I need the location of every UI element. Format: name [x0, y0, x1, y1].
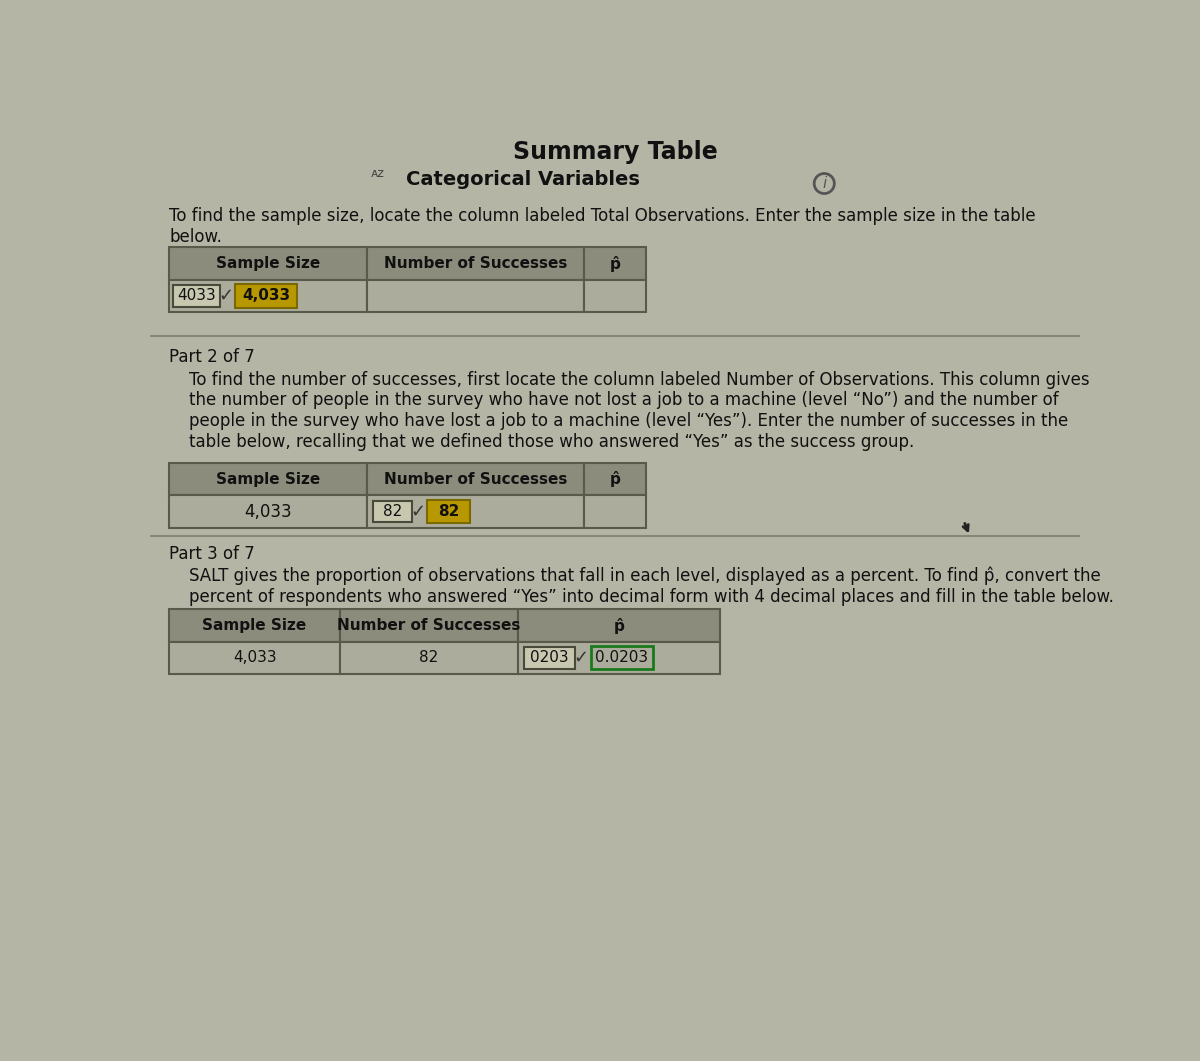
Text: table below, recalling that we defined those who answered “Yes” as the success g: table below, recalling that we defined t…: [188, 433, 914, 451]
Text: 82: 82: [419, 650, 439, 665]
Bar: [173, 285, 220, 307]
Text: 82: 82: [383, 504, 402, 519]
Text: p̂: p̂: [610, 256, 620, 272]
Bar: [584, 463, 646, 495]
Text: p̂: p̂: [613, 618, 624, 633]
Text: ✓: ✓: [410, 503, 426, 521]
Text: Sample Size: Sample Size: [203, 618, 307, 633]
Bar: [367, 280, 584, 312]
Bar: [169, 609, 340, 642]
Bar: [340, 609, 518, 642]
Text: percent of respondents who answered “Yes” into decimal form with 4 decimal place: percent of respondents who answered “Yes…: [188, 588, 1114, 606]
Text: 4,033: 4,033: [242, 289, 290, 303]
Bar: [584, 280, 646, 312]
Text: To find the sample size, locate the column labeled Total Observations. Enter the: To find the sample size, locate the colu…: [169, 207, 1036, 225]
Text: ✓: ✓: [218, 286, 234, 305]
Text: 4033: 4033: [178, 289, 216, 303]
Bar: [367, 463, 584, 495]
Text: Number of Successes: Number of Successes: [337, 618, 521, 633]
Text: ᴀᴢ: ᴀᴢ: [371, 167, 385, 179]
Text: To find the number of successes, first locate the column labeled Number of Obser: To find the number of successes, first l…: [188, 370, 1090, 388]
Text: Sample Size: Sample Size: [216, 256, 320, 272]
Bar: [169, 280, 367, 312]
Bar: [367, 495, 584, 527]
Text: p̂: p̂: [610, 471, 620, 487]
Bar: [584, 495, 646, 527]
Bar: [340, 642, 518, 674]
Text: i: i: [822, 176, 827, 191]
Bar: [590, 646, 653, 669]
Text: Part 2 of 7: Part 2 of 7: [169, 348, 256, 366]
Text: 4,033: 4,033: [245, 503, 292, 521]
Text: 0.0203: 0.0203: [595, 650, 648, 665]
Text: Summary Table: Summary Table: [512, 140, 718, 163]
Bar: [169, 495, 367, 527]
Text: Number of Successes: Number of Successes: [384, 472, 568, 487]
Bar: [373, 501, 412, 522]
Text: 0203: 0203: [530, 650, 569, 665]
Text: below.: below.: [169, 228, 222, 246]
Text: the number of people in the survey who have not lost a job to a machine (level “: the number of people in the survey who h…: [188, 392, 1058, 410]
Text: 4,033: 4,033: [233, 650, 276, 665]
Bar: [518, 642, 720, 674]
Text: Part 3 of 7: Part 3 of 7: [169, 545, 256, 563]
Text: 82: 82: [438, 504, 460, 519]
Text: Categorical Variables: Categorical Variables: [406, 171, 640, 190]
Bar: [518, 609, 720, 642]
Text: Number of Successes: Number of Successes: [384, 256, 568, 272]
Text: ✓: ✓: [574, 649, 588, 667]
Text: people in the survey who have lost a job to a machine (level “Yes”). Enter the n: people in the survey who have lost a job…: [188, 413, 1068, 430]
Bar: [427, 500, 470, 523]
Bar: [584, 247, 646, 280]
Bar: [524, 647, 575, 668]
Bar: [169, 247, 367, 280]
Bar: [169, 463, 367, 495]
Bar: [367, 247, 584, 280]
Text: SALT gives the proportion of observations that fall in each level, displayed as : SALT gives the proportion of observation…: [188, 567, 1100, 586]
Bar: [169, 642, 340, 674]
Bar: [235, 284, 298, 308]
Text: Sample Size: Sample Size: [216, 472, 320, 487]
